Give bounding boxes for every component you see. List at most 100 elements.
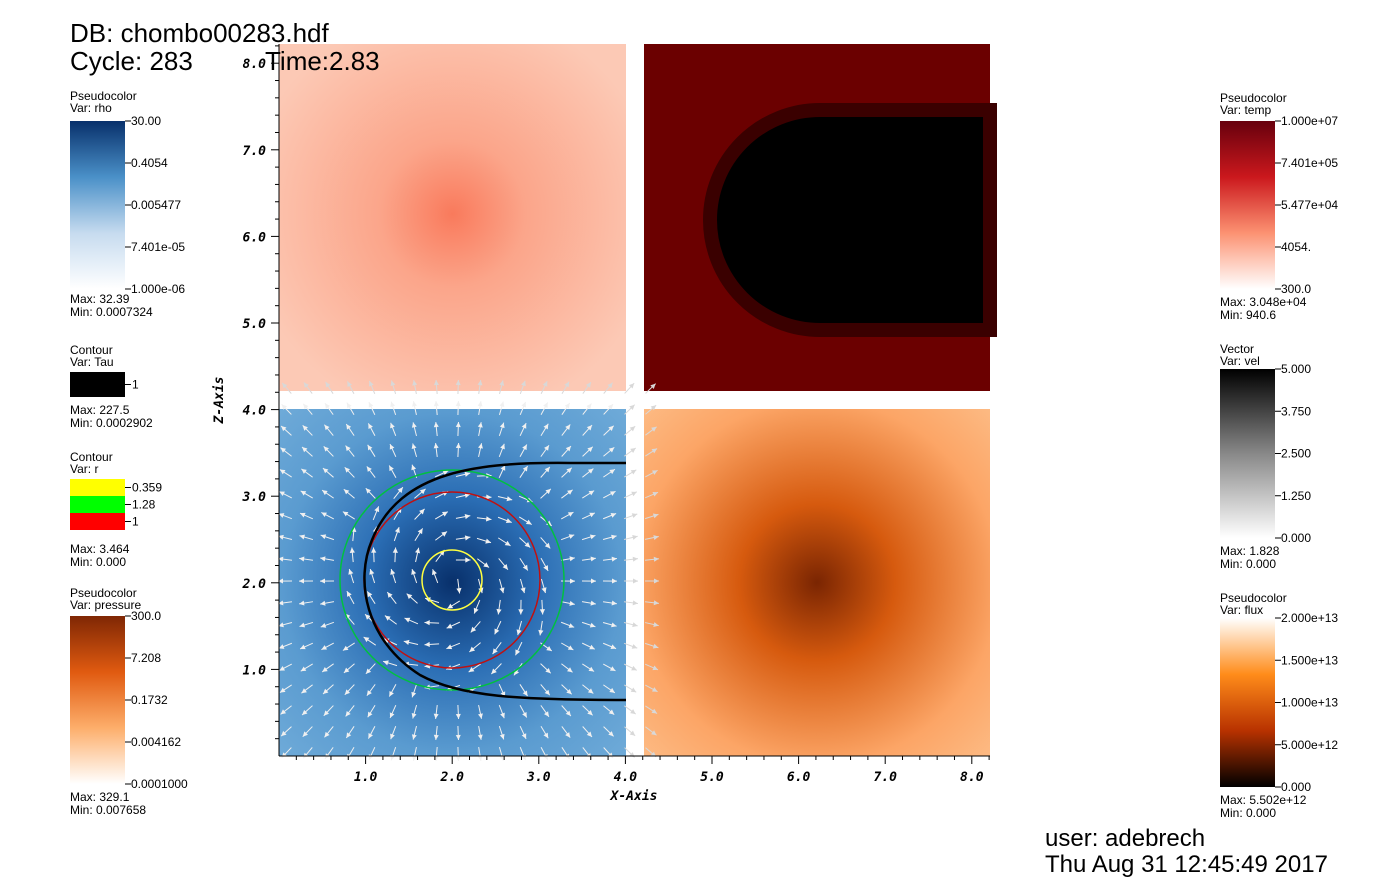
- legend-label: 300.0: [131, 609, 161, 623]
- legend-label: 4054.: [1281, 240, 1311, 254]
- x-tick-label: 1.0: [354, 770, 378, 785]
- z-tick-label: 3.0: [242, 490, 267, 505]
- legend-label: 5.000: [1281, 362, 1311, 376]
- db-label: DB: chombo00283.hdf: [70, 18, 330, 48]
- legend-max: Max: 1.828: [1220, 544, 1280, 558]
- vector-head: [434, 401, 439, 406]
- user-label: user: adebrech: [1045, 825, 1205, 852]
- legend-var: Var: vel: [1220, 354, 1260, 368]
- vector-head: [456, 401, 461, 406]
- x-tick-label: 6.0: [787, 770, 811, 785]
- legend-label: 5.477e+04: [1281, 198, 1338, 212]
- x-tick-label: 3.0: [526, 770, 551, 785]
- z-tick-label: 1.0: [243, 663, 267, 678]
- z-tick-label: 5.0: [243, 317, 267, 332]
- legend-min: Min: 0.000: [70, 555, 126, 569]
- legend-label: 0.1732: [131, 693, 168, 707]
- rho-quadrant: [279, 44, 626, 391]
- legend-colorbar: [1220, 369, 1275, 538]
- vector-head: [390, 402, 395, 408]
- legend-min: Min: 0.0007324: [70, 305, 153, 319]
- legend-var: Var: Tau: [70, 355, 114, 369]
- vector-head: [632, 622, 637, 627]
- vector-head: [565, 403, 570, 409]
- legend-min: Min: 0.007658: [70, 803, 146, 817]
- legend-swatch: [70, 513, 125, 530]
- vector-head: [632, 535, 637, 540]
- z-tick-label: 8.0: [243, 57, 267, 72]
- legend-var: Var: flux: [1220, 603, 1263, 617]
- legend-label: 1.000e+13: [1281, 696, 1338, 710]
- legend-label: 1.000e+07: [1281, 114, 1338, 128]
- legend-label: 0.000: [1281, 531, 1311, 545]
- vector-head: [456, 756, 461, 761]
- z-tick-label: 6.0: [243, 230, 267, 245]
- legend-label: 1: [132, 378, 139, 392]
- legend-label: 0.0001000: [131, 777, 188, 791]
- vector-head: [630, 709, 636, 714]
- legend-var: Var: rho: [70, 101, 112, 115]
- legend-max: Max: 5.502e+12: [1220, 793, 1307, 807]
- vector-head: [633, 579, 638, 584]
- x-tick-label: 7.0: [873, 770, 897, 785]
- pressure-quadrant: [279, 409, 626, 756]
- legend-label: 0.4054: [131, 156, 168, 170]
- legend-label: 1.000e-06: [131, 282, 185, 296]
- legend-var: Var: r: [70, 462, 98, 476]
- z-axis-title: Z-Axis: [212, 377, 227, 425]
- legend-label: 1: [132, 515, 139, 529]
- vector-head: [478, 401, 483, 406]
- legend-min: Min: 940.6: [1220, 308, 1276, 322]
- legend-min: Min: 0.000: [1220, 557, 1276, 571]
- legend-colorbar: [1220, 618, 1275, 787]
- legend-swatch: [70, 372, 125, 397]
- time-label: Time:2.83: [265, 46, 380, 76]
- legend-max: Max: 3.048e+04: [1220, 295, 1307, 309]
- legend-label: 0.005477: [131, 198, 181, 212]
- legend-colorbar: [1220, 121, 1275, 289]
- legend-label: 5.000e+12: [1281, 738, 1338, 752]
- vector-head: [633, 600, 638, 605]
- legend-colorbar: [70, 616, 125, 784]
- z-tick-label: 7.0: [243, 144, 267, 159]
- x-tick-label: 4.0: [614, 770, 638, 785]
- legend-label: 300.0: [1281, 282, 1311, 296]
- legend-max: Max: 32.39: [70, 292, 130, 306]
- legend-label: 0.000: [1281, 780, 1311, 794]
- legend-label: 1.500e+13: [1281, 653, 1338, 667]
- cycle-label: Cycle: 283: [70, 46, 193, 76]
- legend-label: 2.500: [1281, 447, 1311, 461]
- legend-min: Min: 0.000: [1220, 806, 1276, 820]
- legend-label: 30.00: [131, 114, 161, 128]
- legend-label: 7.208: [131, 651, 161, 665]
- temp-cold-region: [710, 110, 990, 330]
- vector-head: [500, 401, 505, 406]
- x-tick-label: 5.0: [700, 770, 724, 785]
- legend-label: 2.000e+13: [1281, 611, 1338, 625]
- x-tick-label: 8.0: [960, 770, 984, 785]
- legend-label: 7.401e-05: [131, 240, 185, 254]
- vector-head: [325, 403, 330, 409]
- vector-head: [630, 448, 636, 453]
- legend-min: Min: 0.0002902: [70, 416, 153, 430]
- legend-max: Max: 3.464: [70, 542, 130, 556]
- legend-max: Max: 227.5: [70, 403, 130, 417]
- legend-label: 1.28: [132, 498, 156, 512]
- legend-label: 7.401e+05: [1281, 156, 1338, 170]
- x-axis-title: X-Axis: [610, 789, 658, 804]
- legend-label: 0.359: [132, 481, 162, 495]
- x-tick-label: 2.0: [439, 770, 464, 785]
- legend-label: 1.250: [1281, 489, 1311, 503]
- date-label: Thu Aug 31 12:45:49 2017: [1045, 851, 1328, 878]
- legend-swatch: [70, 479, 125, 496]
- z-tick-label: 4.0: [243, 404, 267, 419]
- legend-swatch: [70, 496, 125, 513]
- legend-max: Max: 329.1: [70, 790, 130, 804]
- flux-quadrant: [644, 409, 990, 756]
- legend-label: 0.004162: [131, 735, 181, 749]
- legend-var: Var: temp: [1220, 103, 1271, 117]
- z-tick-label: 2.0: [242, 577, 267, 592]
- legend-label: 3.750: [1281, 404, 1311, 418]
- legend-colorbar: [70, 121, 125, 289]
